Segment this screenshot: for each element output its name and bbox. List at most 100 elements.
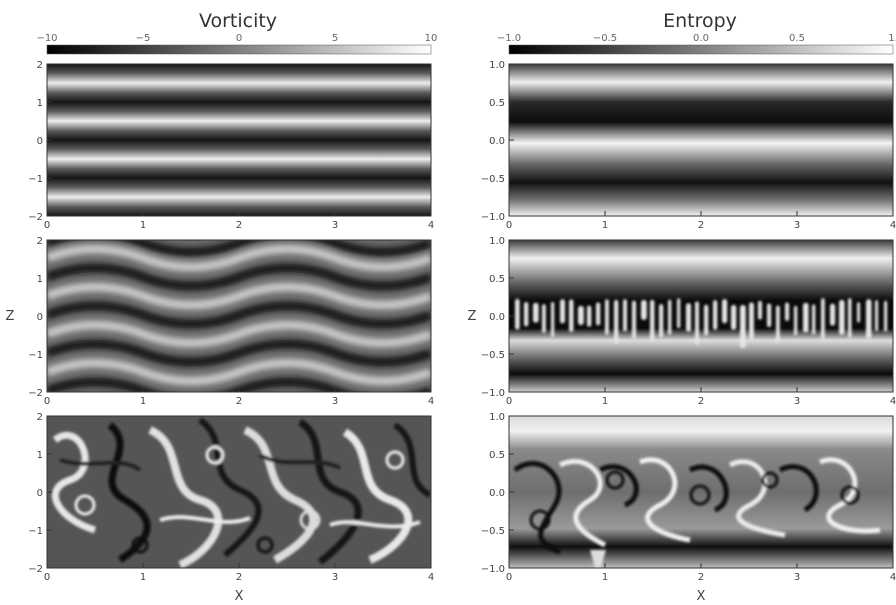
- x-tick-label: 1: [602, 572, 608, 583]
- x-tick-label: 1: [140, 396, 146, 407]
- colorbar-tick-label: 5: [332, 33, 338, 44]
- y-tick-label: 1.0: [489, 236, 505, 247]
- entropy-finger: [695, 301, 699, 345]
- y-tick-label: 0: [37, 312, 43, 323]
- x-tick-label: 3: [794, 572, 800, 583]
- x-tick-label: 4: [890, 396, 896, 407]
- y-tick-label: 0.5: [489, 274, 505, 285]
- entropy-finger: [776, 305, 780, 343]
- x-tick-label: 0: [44, 572, 50, 583]
- colorbar-tick-label: −0.5: [593, 33, 617, 44]
- entropy-finger: [533, 302, 539, 323]
- y-tick-label: −2: [28, 212, 43, 223]
- z-axis-label-right: Z: [468, 309, 477, 324]
- entropy-panel-2: [509, 240, 893, 392]
- entropy-finger: [560, 299, 566, 324]
- x-tick-label: 1: [140, 572, 146, 583]
- entropy-finger: [857, 302, 861, 323]
- x-axis-label-right: X: [697, 589, 706, 604]
- y-tick-label: 0.5: [489, 98, 505, 109]
- colorbar-tick-label: 0.5: [789, 33, 805, 44]
- y-tick-label: 1: [37, 274, 43, 285]
- entropy-finger: [839, 299, 845, 336]
- entropy-finger: [803, 302, 809, 333]
- entropy-finger: [713, 300, 718, 330]
- entropy-finger: [884, 300, 888, 332]
- y-tick-label: 0.0: [489, 136, 505, 147]
- entropy-finger: [614, 299, 619, 344]
- x-tick-label: 3: [332, 396, 338, 407]
- entropy-finger: [632, 300, 637, 339]
- y-tick-label: −1: [28, 174, 43, 185]
- y-tick-label: 0.0: [489, 312, 505, 323]
- entropy-finger: [587, 305, 592, 327]
- entropy-finger: [758, 300, 762, 320]
- x-axis-label-left: X: [235, 589, 244, 604]
- entropy-finger: [866, 299, 872, 339]
- entropy-title: Entropy: [663, 10, 737, 32]
- entropy-finger: [722, 299, 728, 324]
- x-tick-label: 2: [698, 220, 704, 231]
- x-tick-label: 3: [332, 220, 338, 231]
- entropy-finger: [542, 304, 546, 333]
- x-tick-label: 1: [602, 396, 608, 407]
- y-tick-label: 1.0: [489, 60, 505, 71]
- x-tick-label: 0: [44, 396, 50, 407]
- colorbar-tick-label: −5: [136, 33, 151, 44]
- x-tick-label: 0: [44, 220, 50, 231]
- x-tick-label: 4: [428, 572, 434, 583]
- y-tick-label: 2: [37, 236, 43, 247]
- y-tick-label: −1.0: [481, 388, 505, 399]
- entropy-finger: [749, 302, 754, 340]
- entropy-panel-1: [509, 64, 893, 216]
- y-tick-label: 0.0: [489, 488, 505, 499]
- entropy-finger: [569, 299, 574, 332]
- entropy-finger: [659, 304, 664, 338]
- x-tick-label: 4: [428, 220, 434, 231]
- entropy-finger: [830, 303, 836, 326]
- x-tick-label: 1: [602, 220, 608, 231]
- entropy-finger: [704, 304, 709, 336]
- x-tick-label: 2: [236, 572, 242, 583]
- y-tick-label: 2: [37, 412, 43, 423]
- entropy-finger: [578, 305, 584, 326]
- entropy-finger: [668, 299, 672, 335]
- colorbar-tick-label: 0.0: [693, 33, 709, 44]
- entropy-finger: [686, 303, 692, 332]
- entropy-finger: [794, 305, 798, 336]
- colorbar-tick-label: 1.: [888, 33, 896, 44]
- colorbar-tick-label: −10: [36, 33, 57, 44]
- entropy-finger: [740, 304, 746, 349]
- vorticity-colorbar: [46, 44, 432, 55]
- vorticity-panel-1: [47, 64, 431, 216]
- x-tick-label: 0: [506, 396, 512, 407]
- x-tick-label: 2: [236, 396, 242, 407]
- x-tick-label: 2: [698, 572, 704, 583]
- entropy-finger: [515, 298, 520, 330]
- entropy-finger: [551, 301, 555, 338]
- entropy-finger: [731, 304, 737, 330]
- entropy-panel-3: [509, 416, 893, 568]
- entropy-finger: [848, 298, 852, 338]
- y-tick-label: −0.5: [481, 350, 505, 361]
- vorticity-title: Vorticity: [199, 10, 277, 32]
- y-tick-label: 0: [37, 136, 43, 147]
- y-tick-label: −1.0: [481, 564, 505, 575]
- entropy-finger: [767, 303, 772, 328]
- vorticity-panel-2: [47, 240, 431, 392]
- y-tick-label: 0.5: [489, 450, 505, 461]
- entropy-finger: [785, 302, 790, 321]
- y-tick-label: −1.0: [481, 212, 505, 223]
- entropy-finger: [524, 302, 529, 327]
- x-tick-label: 0: [506, 220, 512, 231]
- entropy-finger: [641, 299, 647, 320]
- x-tick-label: 3: [794, 396, 800, 407]
- x-tick-label: 1: [140, 220, 146, 231]
- x-tick-label: 4: [428, 396, 434, 407]
- entropy-finger: [650, 299, 655, 341]
- y-tick-label: −1: [28, 350, 43, 361]
- x-tick-label: 3: [332, 572, 338, 583]
- x-tick-label: 3: [794, 220, 800, 231]
- entropy-finger: [875, 300, 879, 332]
